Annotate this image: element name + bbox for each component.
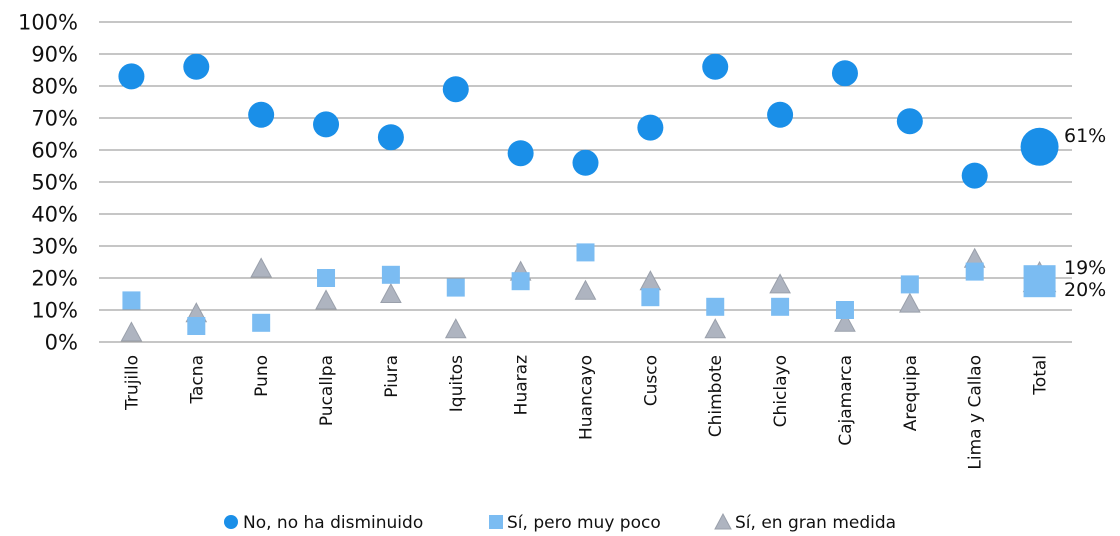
marker-muy-poco — [122, 291, 141, 310]
marker-no-ha-disminuido — [507, 140, 534, 167]
x-tick-label: Arequipa — [901, 355, 921, 431]
x-tick-label: Pucallpa — [317, 355, 337, 426]
x-tick-label: Cusco — [641, 355, 661, 406]
x-tick-label: Tacna — [187, 355, 207, 405]
gridlines — [99, 21, 1072, 343]
y-tick-label: 100% — [18, 11, 78, 35]
marker-no-ha-disminuido — [767, 101, 794, 128]
marker-muy-poco — [835, 301, 854, 319]
marker-no-ha-disminuido — [896, 108, 923, 135]
y-tick-label: 30% — [31, 235, 78, 259]
x-tick-label: Total — [1031, 355, 1051, 396]
marker-no-ha-disminuido — [702, 53, 729, 80]
marker-muy-poco — [706, 297, 725, 316]
x-tick-label: Chimbote — [706, 355, 726, 437]
marker-muy-poco — [446, 278, 465, 297]
y-tick-label: 40% — [31, 203, 78, 227]
marker-no-ha-disminuido — [1020, 127, 1059, 166]
legend-label-poco: Sí, pero muy poco — [507, 513, 661, 533]
legend-label-no: No, no ha disminuido — [243, 513, 423, 533]
marker-no-ha-disminuido — [442, 76, 469, 103]
y-tick-label: 50% — [31, 171, 78, 195]
legend-square-marker — [489, 515, 503, 529]
marker-gran-medida — [769, 273, 791, 294]
x-tick-label: Iquitos — [447, 355, 467, 412]
x-tick-label: Lima y Callao — [966, 355, 986, 470]
marker-muy-poco — [900, 275, 919, 294]
legend-circle-marker — [224, 515, 238, 529]
x-axis-category-labels: Trujillo Tacna Puno Pucallpa Piura Iquitos Hua… — [122, 355, 1050, 470]
y-tick-label: 80% — [31, 75, 78, 99]
marker-gran-medida — [120, 321, 143, 342]
marker-gran-medida — [380, 282, 402, 303]
x-tick-label: Chiclayo — [771, 355, 791, 427]
marker-gran-medida — [639, 270, 662, 291]
marker-muy-poco — [965, 262, 984, 281]
marker-gran-medida — [315, 289, 337, 310]
data-markers — [118, 53, 1059, 342]
x-tick-label: Piura — [382, 355, 402, 398]
y-tick-label: 0% — [45, 331, 78, 355]
marker-no-ha-disminuido — [637, 114, 664, 141]
marker-muy-poco — [317, 269, 336, 287]
marker-no-ha-disminuido — [572, 149, 599, 176]
x-tick-label: Puno — [252, 355, 272, 397]
legend: No, no ha disminuido Sí, pero muy poco S… — [224, 512, 896, 533]
marker-gran-medida — [444, 318, 467, 339]
marker-no-ha-disminuido — [118, 63, 145, 90]
y-tick-label: 10% — [31, 299, 78, 323]
legend-triangle-marker — [714, 512, 732, 530]
marker-muy-poco — [1023, 265, 1056, 298]
marker-muy-poco — [771, 297, 790, 316]
marker-no-ha-disminuido — [831, 60, 858, 87]
marker-muy-poco — [576, 243, 595, 262]
marker-gran-medida — [898, 292, 921, 313]
marker-no-ha-disminuido — [248, 101, 275, 128]
x-tick-label: Huancayo — [577, 355, 597, 440]
marker-muy-poco — [641, 288, 660, 307]
marker-muy-poco — [187, 317, 206, 335]
data-label-total-poco: 19% — [1064, 257, 1106, 279]
marker-muy-poco — [381, 265, 400, 284]
y-tick-label: 60% — [31, 139, 78, 163]
marker-no-ha-disminuido — [313, 111, 340, 138]
marker-no-ha-disminuido — [183, 53, 210, 80]
data-label-total-no: 61% — [1064, 125, 1106, 147]
y-axis-tick-labels: 0% 10% 20% 30% 40% 50% 60% 70% 80% 90% 100% — [18, 11, 78, 355]
y-tick-label: 90% — [31, 43, 78, 67]
marker-gran-medida — [250, 257, 273, 278]
x-tick-label: Cajamarca — [836, 355, 856, 446]
x-tick-label: Trujillo — [122, 355, 142, 411]
marker-muy-poco — [252, 313, 271, 332]
marker-gran-medida — [834, 311, 856, 332]
x-tick-label: Huaraz — [512, 355, 532, 415]
legend-label-gran: Sí, en gran medida — [735, 513, 896, 533]
marker-gran-medida — [574, 279, 597, 300]
marker-gran-medida — [704, 318, 727, 339]
marker-no-ha-disminuido — [377, 124, 404, 151]
marker-muy-poco — [511, 272, 530, 291]
data-label-total-gran: 20% — [1064, 279, 1106, 301]
y-tick-label: 70% — [31, 107, 78, 131]
marker-no-ha-disminuido — [961, 162, 988, 189]
y-tick-label: 20% — [31, 267, 78, 291]
